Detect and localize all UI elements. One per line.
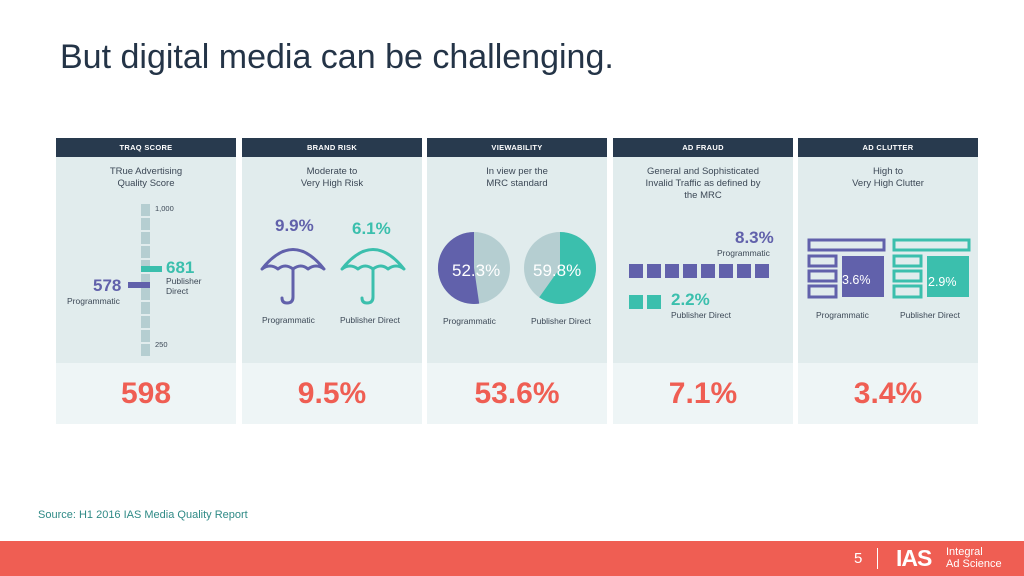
card-description: TRue Advertising Quality Score (56, 166, 236, 190)
card-header: AD FRAUD (613, 138, 793, 157)
scale-block (141, 344, 150, 356)
fraud-block (755, 264, 769, 278)
logo-line: Integral (946, 546, 983, 558)
programmatic-viewability: 52.3% (452, 261, 501, 280)
publisher-label: Publisher Direct (671, 310, 731, 320)
programmatic-score: 578 (93, 276, 122, 295)
desc-line: the MRC (684, 190, 722, 201)
ad-clutter-layout-icon (807, 238, 886, 299)
card-header: AD CLUTTER (798, 138, 978, 157)
desc-line: In view per the (486, 166, 548, 177)
scale-block (141, 218, 150, 230)
pie-slice (437, 231, 480, 304)
overall-score: 598 (56, 363, 236, 424)
scale-block (141, 288, 150, 300)
desc-line: MRC standard (486, 178, 548, 189)
programmatic-viewability-pie (437, 231, 510, 304)
scale-block (141, 246, 150, 258)
fraud-block (665, 264, 679, 278)
overall-viewability: 53.6% (427, 363, 607, 424)
programmatic-label: Programmatic (717, 248, 770, 258)
ad-clutter-layout-icon (892, 238, 971, 299)
fraud-block (629, 295, 643, 309)
scale-block (141, 204, 150, 216)
desc-line: High to (872, 166, 904, 177)
card-header: TRAQ SCORE (56, 138, 236, 157)
footer-divider (877, 548, 878, 569)
desc-line: Invalid Traffic as defined by (645, 178, 761, 189)
ad-clutter-card: AD CLUTTER High to Very High Clutter 3.6… (798, 138, 978, 424)
programmatic-clutter: 3.6% (842, 273, 871, 287)
publisher-marker (141, 266, 162, 272)
fraud-block (719, 264, 733, 278)
ad-fraud-card: AD FRAUD General and Sophisticated Inval… (613, 138, 793, 424)
brand-risk-card: BRAND RISK Moderate to Very High Risk 9.… (242, 138, 422, 424)
scale-block (141, 302, 150, 314)
traq-score-card: TRAQ SCORE TRue Advertising Quality Scor… (56, 138, 236, 424)
publisher-fraud: 2.2% (671, 290, 710, 309)
fraud-block (683, 264, 697, 278)
card-description: Moderate to Very High Risk (242, 166, 422, 190)
ias-logo: IAS (896, 545, 932, 571)
publisher-label: Direct (166, 286, 189, 296)
card-description: High to Very High Clutter (798, 166, 978, 190)
publisher-viewability-pie (524, 232, 597, 304)
logo-line: Ad Science (946, 558, 1002, 570)
fraud-block (737, 264, 751, 278)
card-description: In view per the MRC standard (427, 166, 607, 190)
programmatic-label: Programmatic (67, 296, 120, 306)
fraud-block (629, 264, 643, 278)
desc-line: General and Sophisticated (647, 166, 759, 177)
slide-title: But digital media can be challenging. (60, 38, 614, 76)
scale-block (141, 274, 150, 286)
umbrella-icon (340, 248, 406, 305)
footer-bar (0, 541, 1024, 576)
desc-line: TRue Advertising (109, 166, 183, 177)
publisher-score: 681 (166, 258, 195, 277)
umbrella-icon (260, 248, 326, 305)
scale-bottom-label: 250 (155, 340, 168, 349)
desc-line: Very High Risk (300, 178, 364, 189)
publisher-viewability: 59.8% (533, 261, 582, 280)
overall-risk: 9.5% (242, 363, 422, 424)
desc-line: Quality Score (117, 178, 175, 189)
pie-slice (539, 232, 597, 304)
fraud-block (647, 295, 661, 309)
scale-top-label: 1,000 (155, 204, 174, 213)
programmatic-label: Programmatic (443, 316, 496, 326)
publisher-label: Publisher Direct (340, 315, 400, 325)
scale-block (141, 232, 150, 244)
logo-wordmark: Integral Ad Science (946, 546, 1002, 570)
publisher-label: Publisher (166, 276, 202, 286)
source-note: Source: H1 2016 IAS Media Quality Report (38, 509, 248, 521)
scale-block (141, 330, 150, 342)
publisher-risk: 6.1% (352, 219, 391, 238)
card-description: General and Sophisticated Invalid Traffi… (613, 166, 793, 202)
card-header: BRAND RISK (242, 138, 422, 157)
overall-fraud: 7.1% (613, 363, 793, 424)
programmatic-risk: 9.9% (275, 216, 314, 235)
publisher-clutter: 2.9% (928, 275, 957, 289)
overall-clutter: 3.4% (798, 363, 978, 424)
programmatic-marker (128, 282, 150, 288)
viewability-card: VIEWABILITY In view per the MRC standard… (427, 138, 607, 424)
desc-line: Very High Clutter (852, 178, 924, 189)
programmatic-fraud: 8.3% (735, 228, 774, 247)
card-header: VIEWABILITY (427, 138, 607, 157)
programmatic-label: Programmatic (816, 310, 869, 320)
publisher-label: Publisher Direct (900, 310, 960, 320)
programmatic-label: Programmatic (262, 315, 315, 325)
publisher-label: Publisher Direct (531, 316, 591, 326)
page-number: 5 (854, 550, 863, 567)
fraud-block (701, 264, 715, 278)
fraud-block (647, 264, 661, 278)
scale-block (141, 316, 150, 328)
desc-line: Moderate to (306, 166, 358, 177)
